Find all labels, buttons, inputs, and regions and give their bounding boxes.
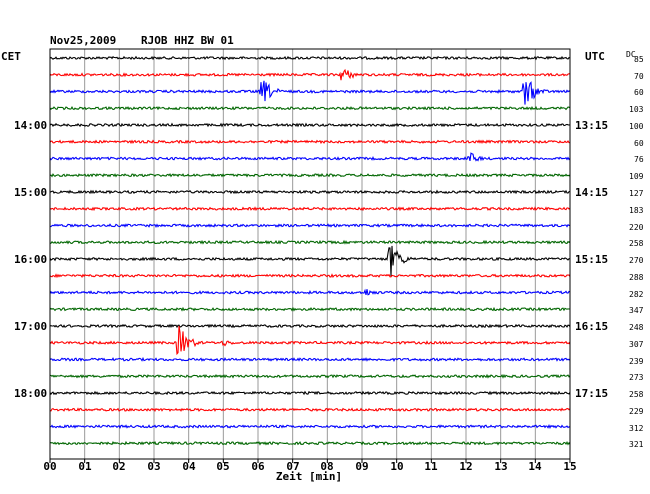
- x-axis-ticks: [49, 459, 571, 463]
- dc-value: 76: [634, 155, 644, 164]
- dc-value: 248: [629, 323, 644, 332]
- dc-value: 288: [629, 273, 644, 282]
- dc-value: 127: [629, 189, 644, 198]
- seismic-trace: [49, 173, 571, 178]
- left-time-label: 14:00: [14, 119, 48, 132]
- dc-label: DC: [626, 50, 636, 59]
- x-tick-label: 05: [216, 460, 230, 473]
- dc-value: 103: [629, 105, 644, 114]
- x-tick-label: 08: [320, 460, 334, 473]
- seismic-trace: [49, 105, 571, 111]
- dc-value: 220: [629, 223, 644, 232]
- x-tick-label: 11: [424, 460, 438, 473]
- x-tick-label: 14: [528, 460, 542, 473]
- dc-value: 85: [634, 55, 644, 64]
- x-tick-label: 10: [390, 460, 404, 473]
- right-time-label: 13:15: [575, 119, 609, 132]
- right-time-label: 15:15: [575, 253, 609, 266]
- x-tick-label: 00: [43, 460, 57, 473]
- x-tick-label: 06: [251, 460, 265, 473]
- seismic-trace: [49, 80, 571, 105]
- right-time-label: 17:15: [575, 387, 609, 400]
- dc-value: 60: [634, 88, 644, 97]
- dc-value: 312: [629, 424, 644, 433]
- seismic-trace: [49, 239, 571, 245]
- left-timezone-label: CET: [1, 50, 21, 63]
- dc-value: 321: [629, 440, 644, 449]
- x-tick-label: 07: [286, 460, 300, 473]
- dc-value: 258: [629, 239, 644, 248]
- seismic-trace: [49, 424, 571, 430]
- seismic-trace: [49, 323, 571, 329]
- x-axis-title: Zeit [min]: [275, 470, 343, 483]
- dc-value: 270: [629, 256, 644, 265]
- seismic-trace: [49, 288, 571, 296]
- seismic-trace: [49, 55, 571, 61]
- x-tick-label: 13: [494, 460, 508, 473]
- left-time-label: 17:00: [14, 320, 48, 333]
- right-timezone-label: UTC: [585, 50, 605, 63]
- left-time-label: 16:00: [14, 253, 48, 266]
- seismic-trace: [49, 245, 571, 277]
- traces: [49, 55, 571, 446]
- left-time-label: 18:00: [14, 387, 48, 400]
- left-time-label: 15:00: [14, 186, 48, 199]
- seismic-trace: [49, 122, 571, 128]
- dc-value: 229: [629, 407, 644, 416]
- right-time-label: 16:15: [575, 320, 609, 333]
- minute-grid: [84, 49, 536, 459]
- dc-value: 282: [629, 290, 644, 299]
- seismic-trace: [49, 373, 571, 379]
- seismic-trace: [49, 306, 571, 312]
- seismic-trace: [49, 189, 571, 195]
- x-tick-label: 03: [147, 460, 161, 473]
- station-label: RJOB HHZ BW 01: [141, 34, 234, 47]
- seismic-trace: [49, 440, 571, 446]
- seismic-trace: [49, 206, 571, 212]
- seismic-trace: [49, 139, 571, 145]
- dc-value: 100: [629, 122, 644, 131]
- seismic-trace: [49, 152, 571, 162]
- dc-value: 273: [629, 373, 644, 382]
- x-tick-label: 01: [78, 460, 92, 473]
- dc-value: 109: [629, 172, 644, 181]
- x-tick-label: 02: [112, 460, 126, 473]
- x-tick-label: 12: [459, 460, 473, 473]
- x-tick-label: 04: [182, 460, 196, 473]
- seismic-trace: [49, 325, 571, 356]
- x-tick-label: 09: [355, 460, 369, 473]
- seismic-trace: [49, 273, 571, 279]
- seismic-trace: [49, 223, 570, 228]
- dc-value: 347: [629, 306, 644, 315]
- x-tick-label: 15: [563, 460, 577, 473]
- seismic-trace: [49, 356, 571, 362]
- dc-value: 258: [629, 390, 644, 399]
- seismic-trace: [49, 68, 570, 81]
- dc-value: 307: [629, 340, 644, 349]
- dc-value: 70: [634, 72, 644, 81]
- right-time-label: 14:15: [575, 186, 609, 199]
- seismic-trace: [49, 390, 571, 396]
- plot-frame: [49, 48, 571, 460]
- seismic-trace: [49, 407, 571, 413]
- dc-value: 239: [629, 357, 644, 366]
- dc-value: 60: [634, 139, 644, 148]
- dc-value: 183: [629, 206, 644, 215]
- date-label: Nov25,2009: [50, 34, 117, 47]
